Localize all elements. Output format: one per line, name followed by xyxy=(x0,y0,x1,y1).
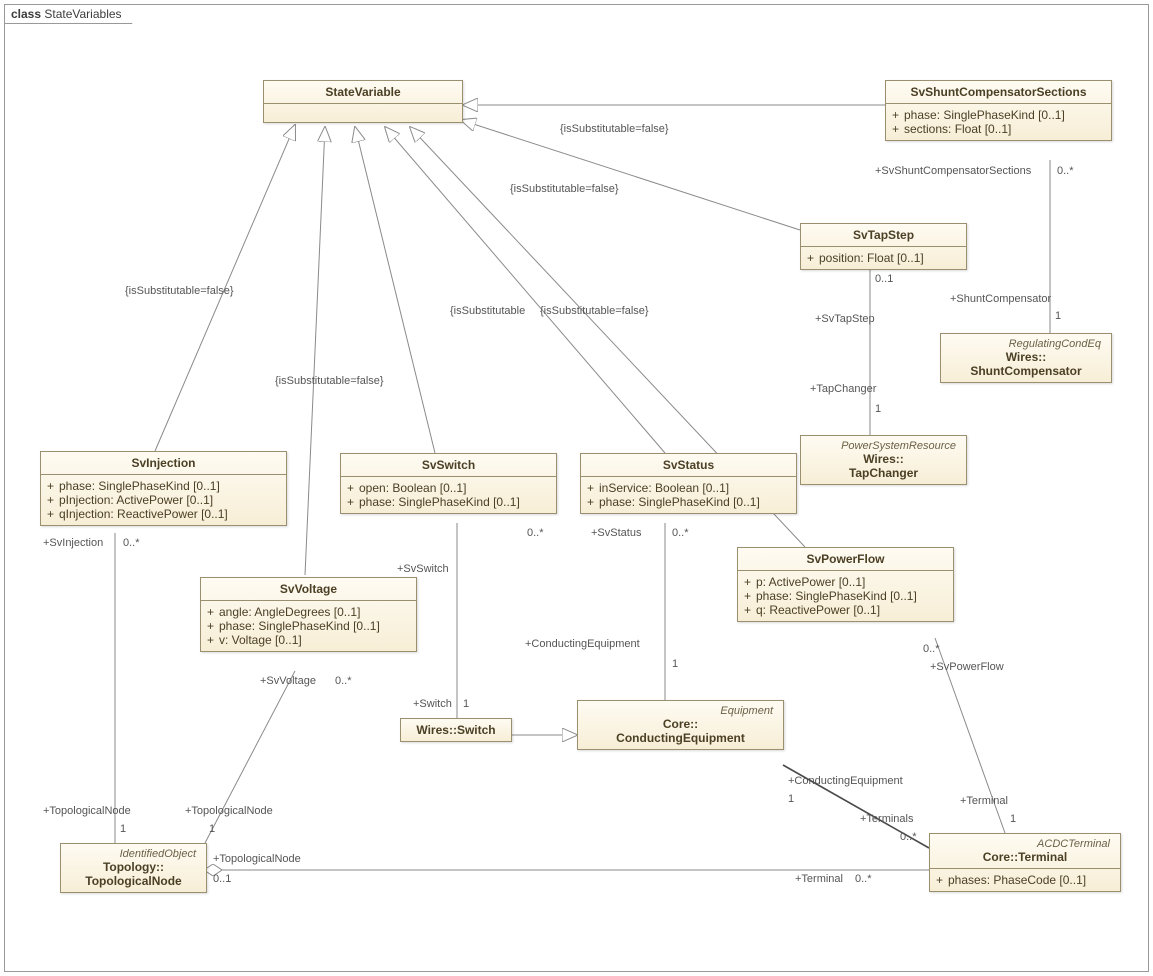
role-label: +ConductingEquipment xyxy=(525,638,640,650)
class-title: Wires::Switch xyxy=(401,719,511,741)
frame-keyword: class xyxy=(11,7,41,21)
constraint-label: {isSubstitutable=false} xyxy=(275,375,384,387)
mult-label: 1 xyxy=(209,823,215,835)
class-title: IdentifiedObject Topology:: TopologicalN… xyxy=(61,844,206,892)
class-attrs: +p: ActivePower [0..1] +phase: SinglePha… xyxy=(738,571,953,621)
role-label: +Terminals xyxy=(860,813,914,825)
class-title: SvTapStep xyxy=(801,224,966,247)
mult-label: 0..1 xyxy=(875,273,893,285)
role-label: +SvTapStep xyxy=(815,313,875,325)
class-title: ACDCTerminal Core::Terminal xyxy=(930,834,1120,869)
mult-label: 0..* xyxy=(923,643,940,655)
class-title: RegulatingCondEq Wires:: ShuntCompensato… xyxy=(941,334,1111,382)
role-label: +SvInjection xyxy=(43,537,103,549)
class-attrs: +position: Float [0..1] xyxy=(801,247,966,269)
empty-compartment xyxy=(264,104,462,122)
mult-label: 0..* xyxy=(1057,165,1074,177)
frame-title: StateVariables xyxy=(44,7,121,21)
mult-label: 1 xyxy=(875,403,881,415)
class-svpowerflow: SvPowerFlow +p: ActivePower [0..1] +phas… xyxy=(737,547,954,622)
constraint-label: {isSubstitutable=false} xyxy=(560,123,669,135)
class-title: SvInjection xyxy=(41,452,286,475)
class-svvoltage: SvVoltage +angle: AngleDegrees [0..1] +p… xyxy=(200,577,417,652)
class-wiresswitch: Wires::Switch xyxy=(400,718,512,742)
class-title: Equipment Core:: ConductingEquipment xyxy=(578,701,783,749)
mult-label: 1 xyxy=(1055,310,1061,322)
role-label: +Switch xyxy=(413,698,452,710)
mult-label: 0..* xyxy=(900,831,917,843)
class-title: StateVariable xyxy=(264,81,462,104)
mult-label: 0..* xyxy=(672,527,689,539)
class-svtapstep: SvTapStep +position: Float [0..1] xyxy=(800,223,967,270)
class-tapchanger: PowerSystemResource Wires:: TapChanger xyxy=(800,435,967,485)
role-label: +SvPowerFlow xyxy=(930,661,1004,673)
diagram-frame: class StateVariables xyxy=(4,4,1149,972)
class-title: SvPowerFlow xyxy=(738,548,953,571)
role-label: +SvShuntCompensatorSections xyxy=(875,165,1031,177)
constraint-label: {isSubstitutable xyxy=(450,305,525,317)
mult-label: 1 xyxy=(1010,813,1016,825)
class-svstatus: SvStatus +inService: Boolean [0..1] +pha… xyxy=(580,453,797,514)
role-label: +ConductingEquipment xyxy=(788,775,903,787)
class-svinjection: SvInjection +phase: SinglePhaseKind [0..… xyxy=(40,451,287,526)
class-terminal: ACDCTerminal Core::Terminal +phases: Pha… xyxy=(929,833,1121,892)
frame-tab: class StateVariables xyxy=(4,4,133,24)
class-attrs: +open: Boolean [0..1] +phase: SinglePhas… xyxy=(341,477,556,513)
class-conductingequipment: Equipment Core:: ConductingEquipment xyxy=(577,700,784,750)
mult-label: 0..* xyxy=(123,537,140,549)
class-title: SvStatus xyxy=(581,454,796,477)
mult-label: 0..* xyxy=(855,873,872,885)
class-title: SvShuntCompensatorSections xyxy=(886,81,1111,104)
class-topologicalnode: IdentifiedObject Topology:: TopologicalN… xyxy=(60,843,207,893)
mult-label: 0..* xyxy=(335,675,352,687)
role-label: +Terminal xyxy=(960,795,1008,807)
class-attrs: +phase: SinglePhaseKind [0..1] +pInjecti… xyxy=(41,475,286,525)
mult-label: 1 xyxy=(120,823,126,835)
role-label: +TopologicalNode xyxy=(213,853,301,865)
mult-label: 1 xyxy=(463,698,469,710)
class-shuntcompensator: RegulatingCondEq Wires:: ShuntCompensato… xyxy=(940,333,1112,383)
role-label: +SvStatus xyxy=(591,527,641,539)
mult-label: 0..* xyxy=(527,527,544,539)
class-svswitch: SvSwitch +open: Boolean [0..1] +phase: S… xyxy=(340,453,557,514)
class-statevariable: StateVariable xyxy=(263,80,463,123)
role-label: +SvSwitch xyxy=(397,563,449,575)
mult-label: 0..1 xyxy=(213,873,231,885)
class-title: PowerSystemResource Wires:: TapChanger xyxy=(801,436,966,484)
class-title: SvVoltage xyxy=(201,578,416,601)
role-label: +ShuntCompensator xyxy=(950,293,1051,305)
mult-label: 1 xyxy=(672,658,678,670)
mult-label: 1 xyxy=(788,793,794,805)
class-title: SvSwitch xyxy=(341,454,556,477)
role-label: +TopologicalNode xyxy=(43,805,131,817)
class-attrs: +angle: AngleDegrees [0..1] +phase: Sing… xyxy=(201,601,416,651)
constraint-label: {isSubstitutable=false} xyxy=(540,305,649,317)
constraint-label: {isSubstitutable=false} xyxy=(125,285,234,297)
constraint-label: {isSubstitutable=false} xyxy=(510,183,619,195)
role-label: +Terminal xyxy=(795,873,843,885)
role-label: +TapChanger xyxy=(810,383,876,395)
class-attrs: +phases: PhaseCode [0..1] xyxy=(930,869,1120,891)
class-svshuntcompensatorsections: SvShuntCompensatorSections +phase: Singl… xyxy=(885,80,1112,141)
role-label: +TopologicalNode xyxy=(185,805,273,817)
role-label: +SvVoltage xyxy=(260,675,316,687)
class-attrs: +phase: SinglePhaseKind [0..1] +sections… xyxy=(886,104,1111,140)
class-attrs: +inService: Boolean [0..1] +phase: Singl… xyxy=(581,477,796,513)
